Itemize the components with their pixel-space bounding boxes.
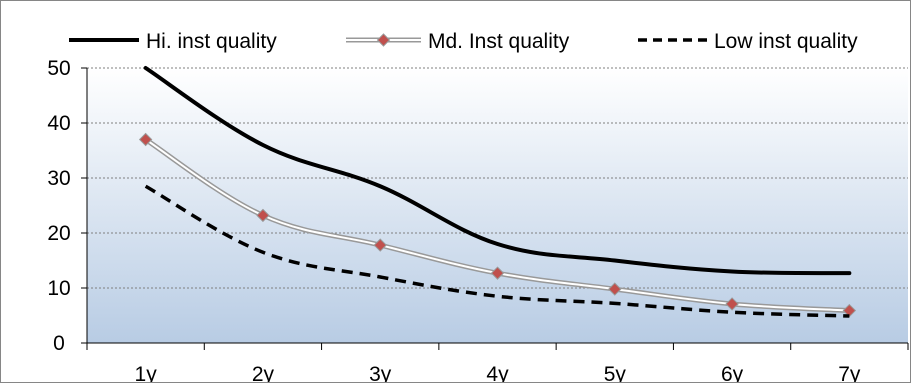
series-2-point bbox=[842, 303, 857, 318]
y-tick-label: 30 bbox=[47, 167, 70, 190]
series-2-point bbox=[608, 282, 622, 296]
x-tick-label: 1y bbox=[135, 363, 158, 382]
legend-2-label: Md. Inst quality bbox=[428, 30, 570, 53]
legend-3-label: Low inst quality bbox=[714, 30, 858, 53]
y-tick-label: 40 bbox=[47, 112, 70, 135]
x-tick-label: 5y bbox=[604, 363, 627, 382]
series-3-line bbox=[144, 184, 850, 318]
series-2-point bbox=[256, 208, 270, 223]
y-tick-label: 0 bbox=[53, 332, 65, 355]
series-1-line bbox=[143, 66, 852, 276]
y-tick-label: 10 bbox=[47, 277, 70, 300]
x-tick-label: 7y bbox=[838, 363, 861, 382]
series-2-point bbox=[138, 132, 153, 147]
plot-area bbox=[87, 68, 908, 343]
x-tick-label: 4y bbox=[486, 363, 509, 382]
x-tick-label: 2y bbox=[252, 363, 275, 382]
y-tick-label: 20 bbox=[47, 222, 70, 245]
series-2-point bbox=[725, 297, 739, 311]
legend-1-label: Hi. inst quality bbox=[146, 30, 277, 53]
y-tick-label: 50 bbox=[47, 57, 70, 80]
x-tick-label: 6y bbox=[721, 363, 744, 382]
series-2-point bbox=[373, 238, 387, 252]
series-2-point bbox=[490, 266, 505, 280]
legend-2-marker bbox=[376, 33, 391, 47]
x-tick-label: 3y bbox=[369, 363, 392, 382]
